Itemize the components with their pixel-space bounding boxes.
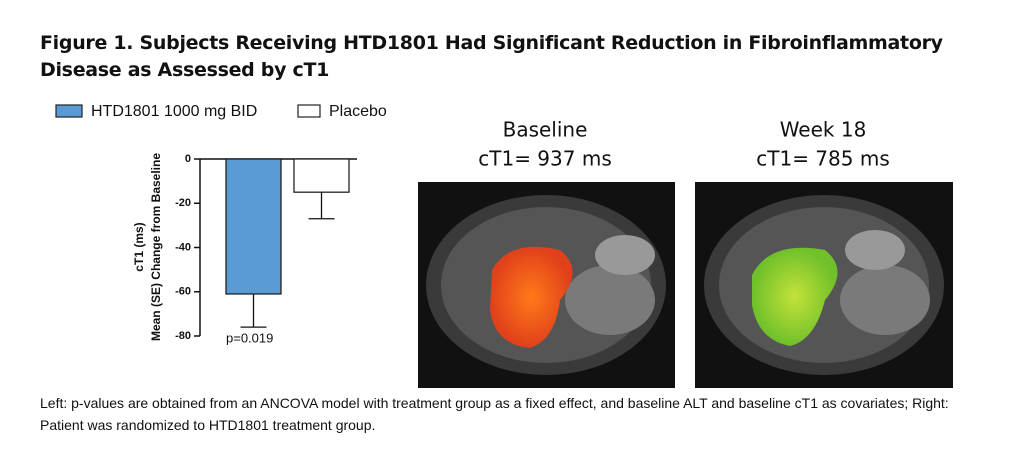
y-axis-label: cT1 (ms) [132,222,146,271]
y-tick-label: -60 [175,286,191,298]
mri-week-18 [695,182,953,388]
legend-label: HTD1801 1000 mg BID [91,103,257,120]
image-caption: cT1= 937 ms [478,147,612,171]
footnote: Left: p-values are obtained from an ANCO… [40,395,949,433]
bar [293,158,350,193]
bar [225,158,282,295]
annotation: p=0.019 [226,330,273,345]
y-tick-label: -20 [175,197,191,209]
legend-swatch [55,104,83,118]
y-axis-label: Mean (SE) Change from Baseline [149,153,163,341]
legend-swatch [297,104,321,118]
image-label: Baseline [503,118,588,142]
y-tick-label: -40 [175,241,191,253]
error-bar [240,293,267,328]
y-tick-label: 0 [185,153,191,165]
figure-title: Figure 1. Subjects Receiving HTD1801 Had… [40,32,943,81]
legend-label: Placebo [329,103,387,120]
mri-baseline [418,182,675,388]
image-caption: cT1= 785 ms [756,147,890,171]
error-bar [308,192,335,220]
y-tick-label: -80 [175,330,191,342]
image-label: Week 18 [780,118,867,142]
